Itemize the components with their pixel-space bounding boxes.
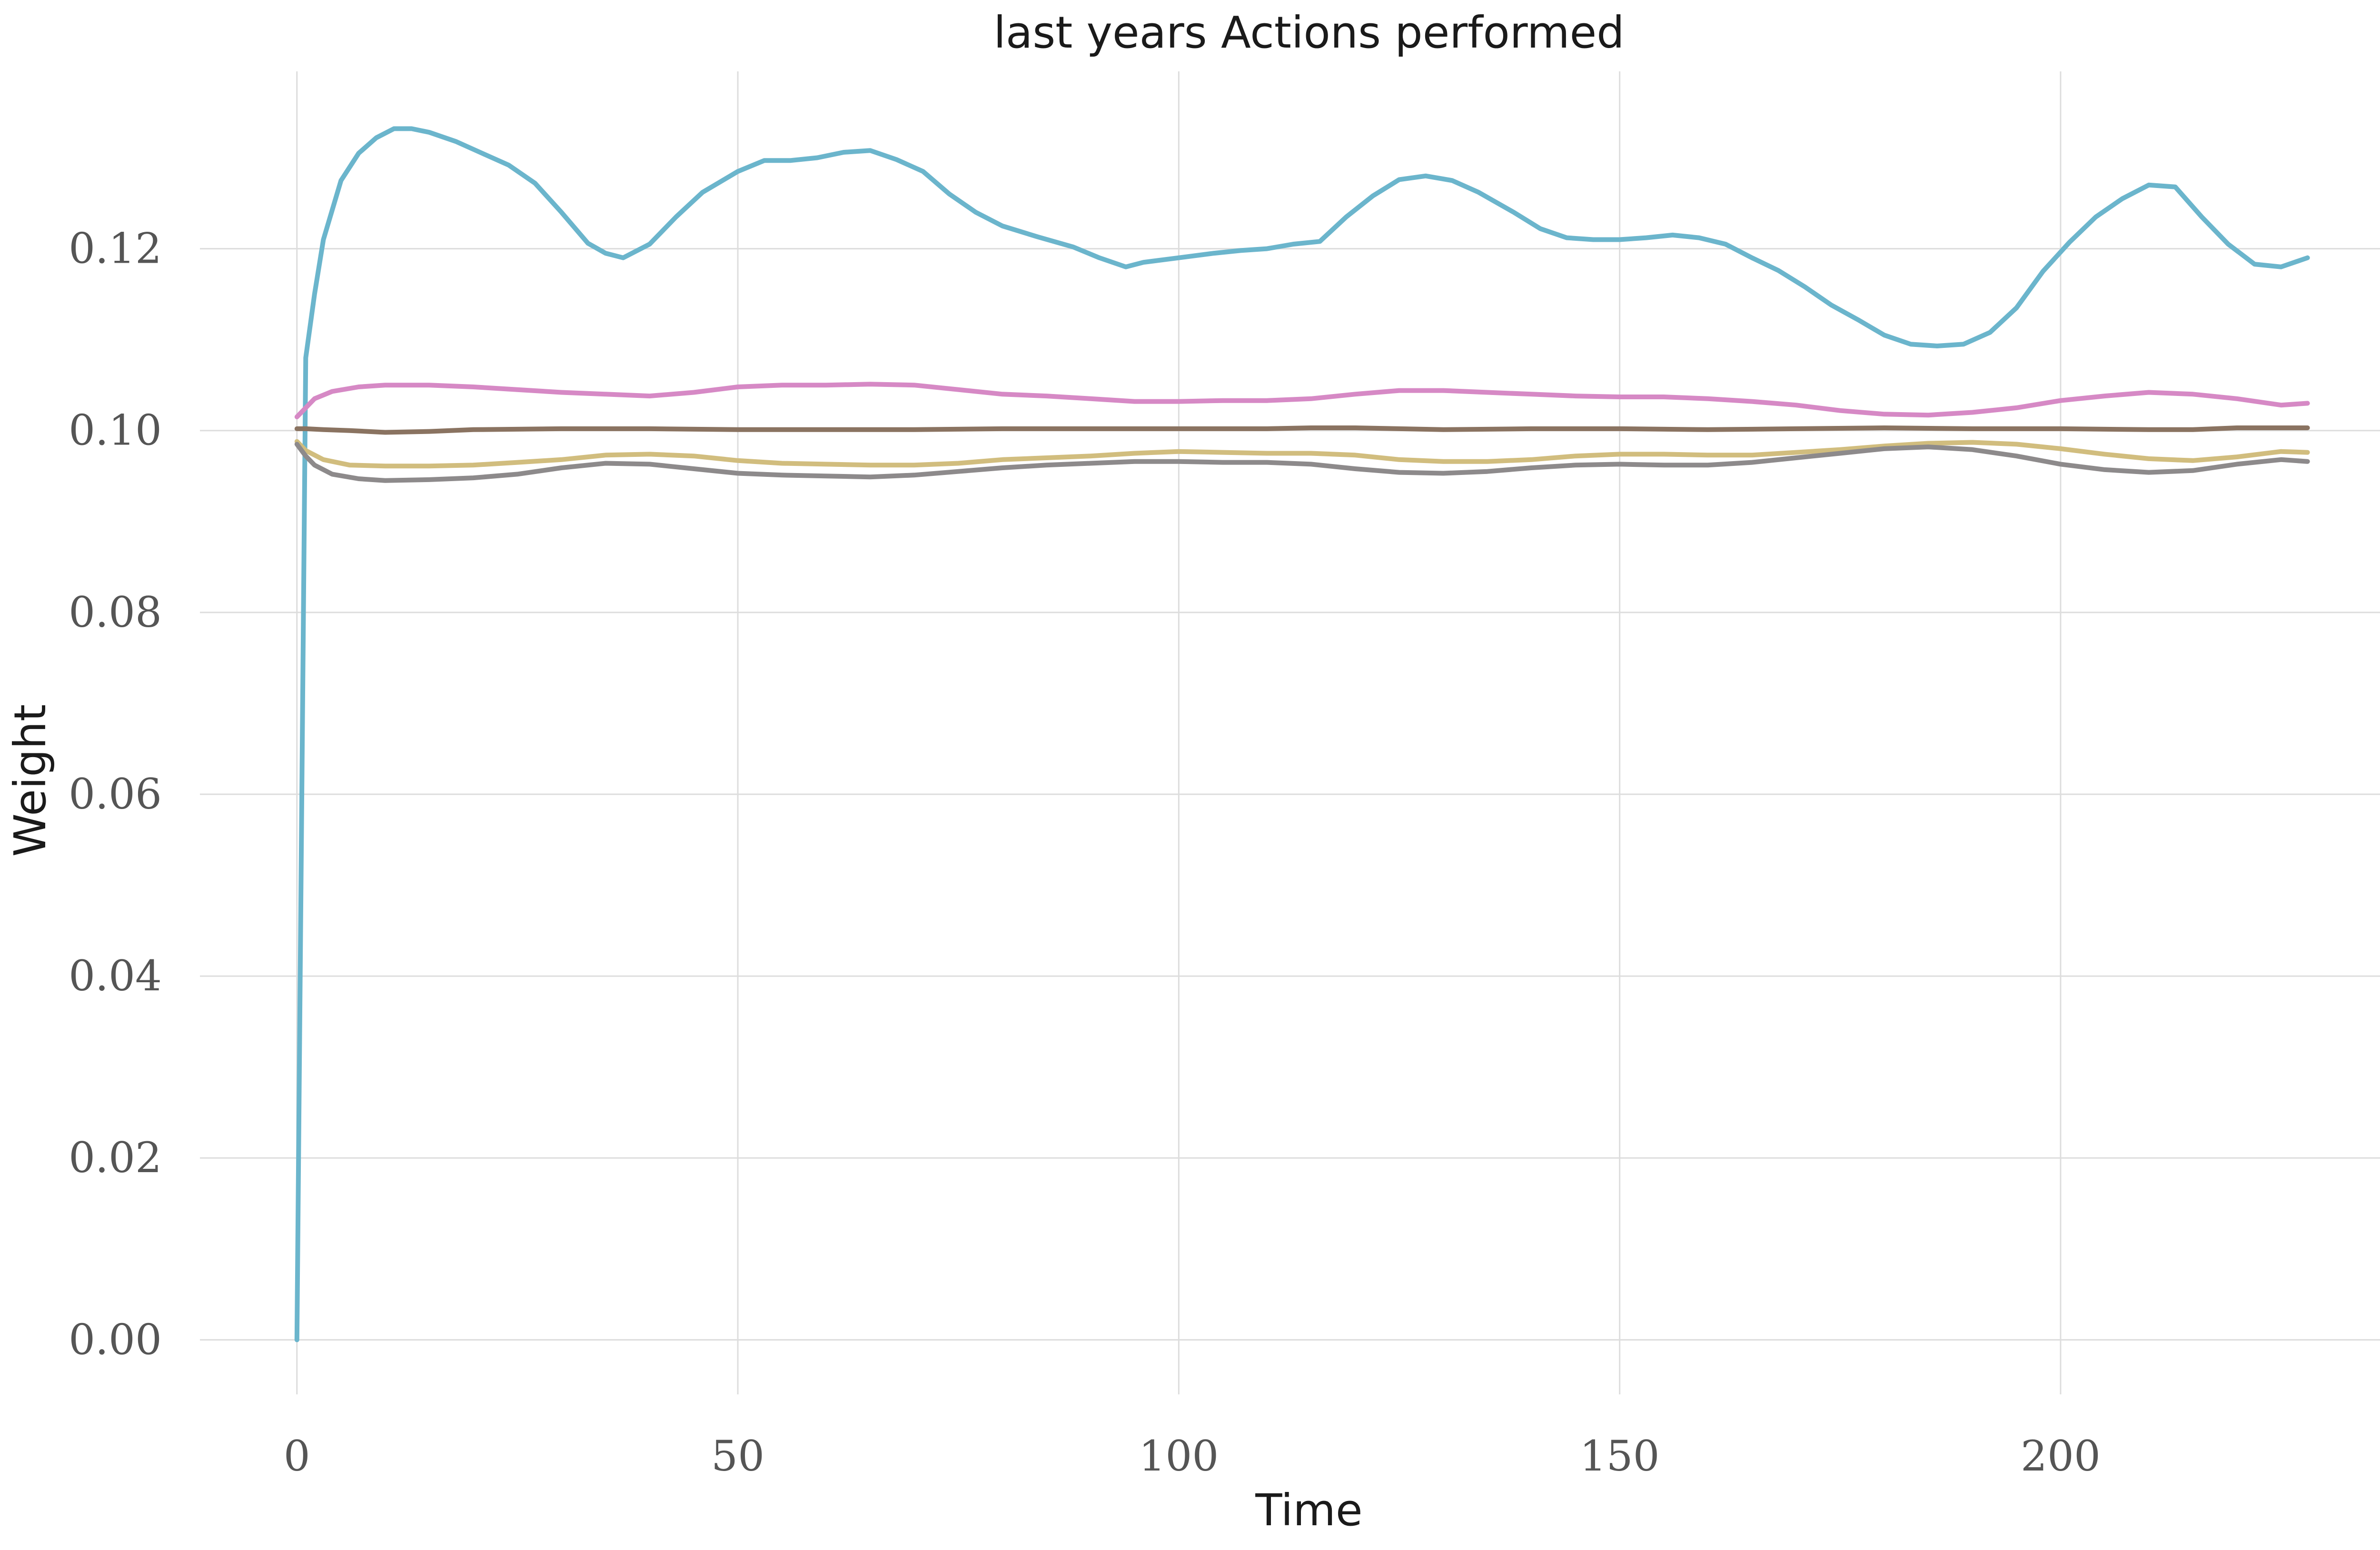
grid	[200, 71, 2380, 1394]
x-tick-label: 200	[2021, 1432, 2101, 1481]
series-line-2	[294, 382, 2310, 419]
y-tick-label: 0.12	[69, 224, 162, 273]
series-line-4	[294, 439, 2310, 469]
tick-labels: 0 50 100 150 200 0.00 0.02 0.04 0.06 0.08 0.10 0.12	[69, 224, 2101, 1481]
series-group	[294, 126, 2310, 1343]
y-tick-label: 0.08	[69, 588, 162, 637]
y-tick-label: 0.00	[69, 1315, 162, 1364]
x-tick-label: 100	[1139, 1432, 1219, 1481]
series-line-5	[294, 442, 2310, 483]
y-tick-label: 0.04	[69, 951, 162, 1000]
y-tick-label: 0.02	[69, 1133, 162, 1182]
series-line-3	[294, 425, 2310, 435]
x-tick-label: 50	[711, 1432, 764, 1481]
x-axis-label: Time	[1255, 1485, 1362, 1536]
y-tick-label: 0.10	[69, 406, 162, 455]
series-line-1	[294, 126, 2310, 1343]
y-axis-label: Weight	[5, 704, 56, 857]
y-tick-label: 0.06	[69, 770, 162, 819]
x-tick-label: 0	[284, 1432, 310, 1481]
chart-title: last years Actions performed	[993, 7, 1624, 58]
x-tick-label: 150	[1580, 1432, 1660, 1481]
